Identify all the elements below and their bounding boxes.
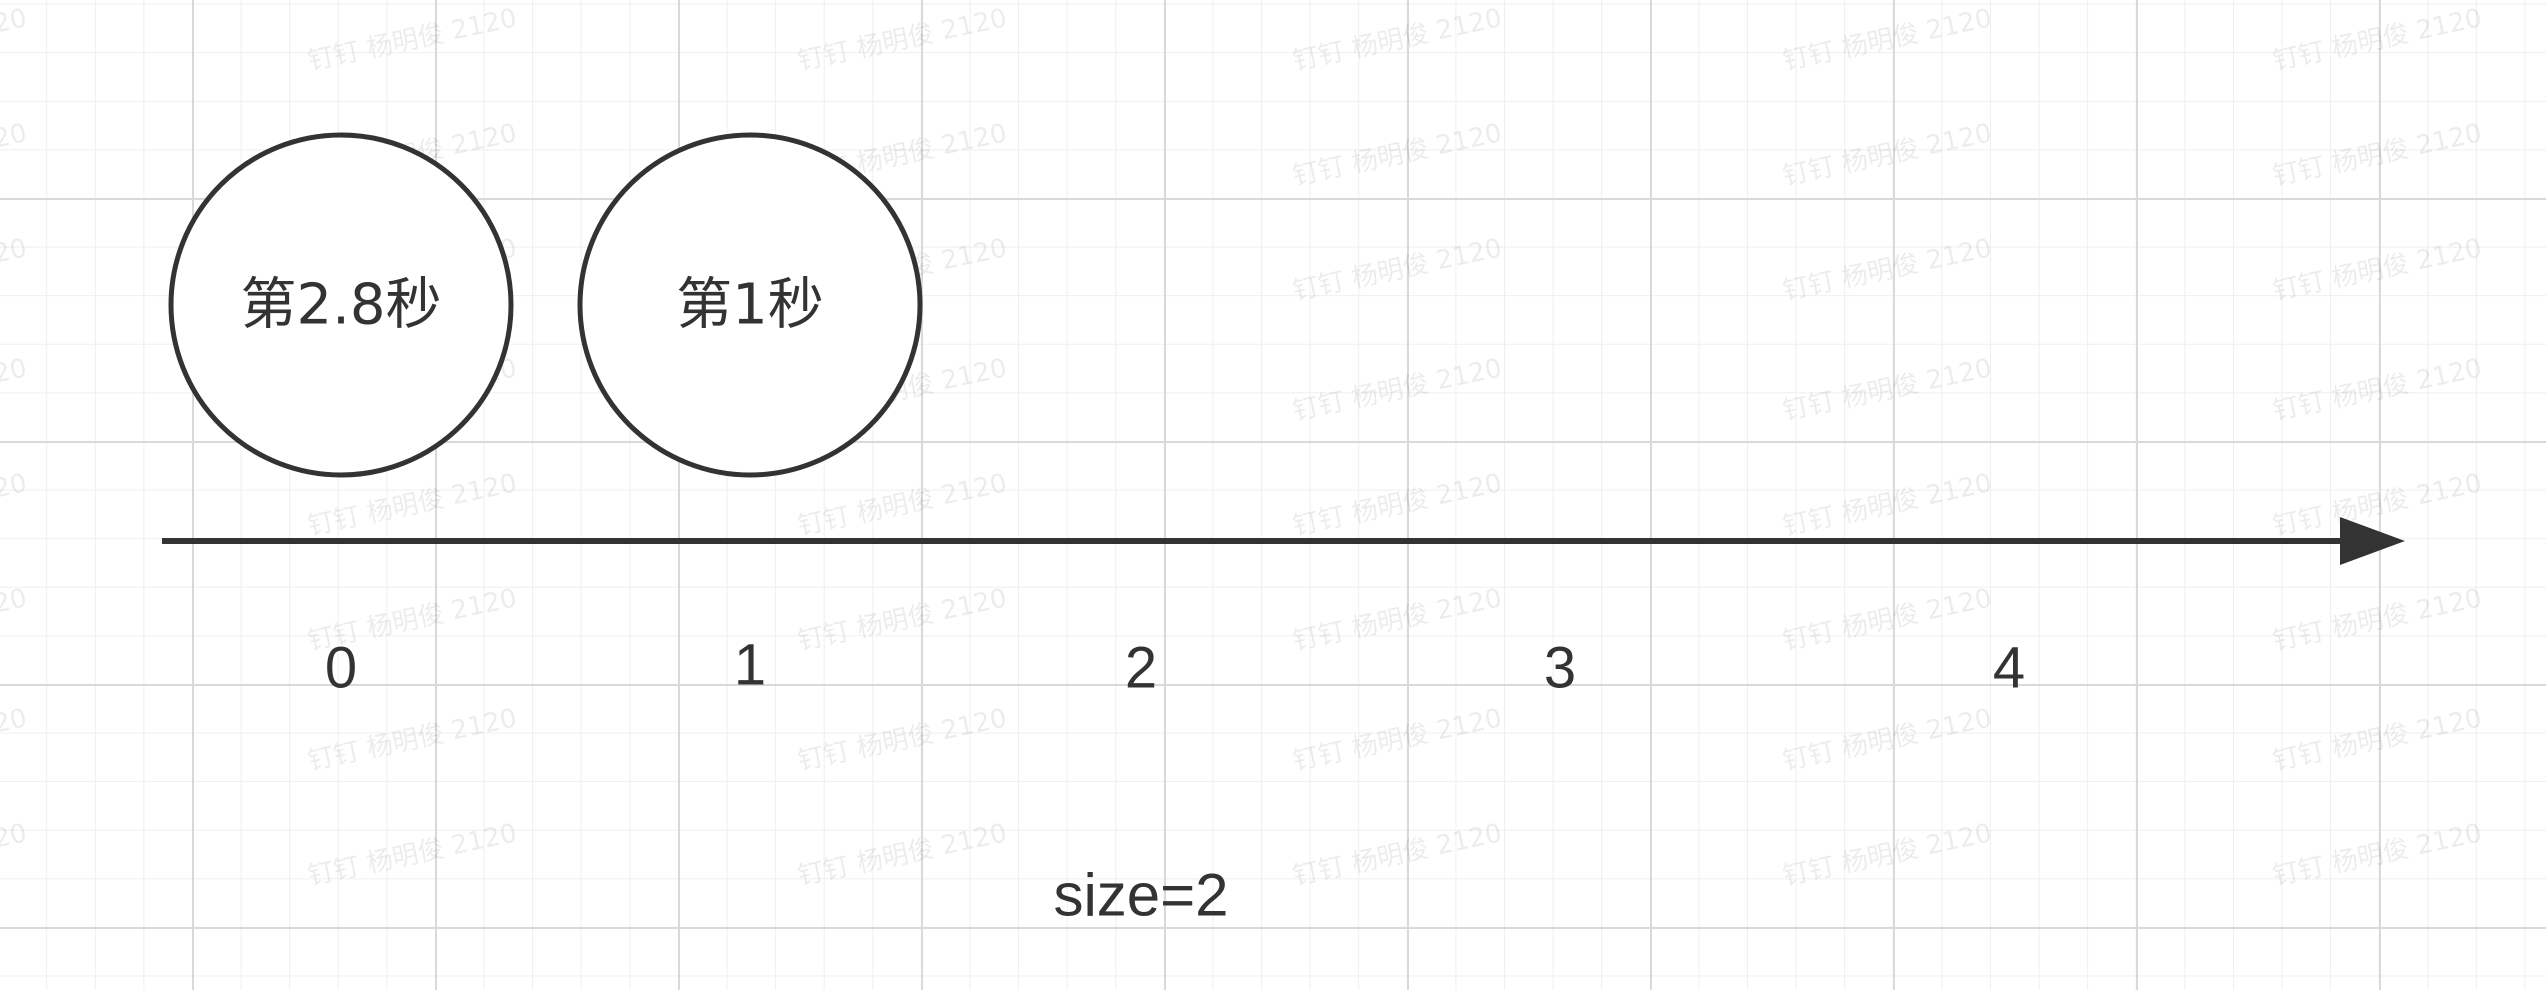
watermark-text: 钉钉 杨明俊 2120 <box>795 703 1009 777</box>
watermark-text: 钉钉 杨明俊 2120 <box>1780 583 1994 657</box>
watermark-text: 钉钉 杨明俊 2120 <box>2270 703 2484 777</box>
watermark-text: 钉钉 杨明俊 2120 <box>1780 118 1994 192</box>
tick-label-4: 4 <box>1993 636 2025 701</box>
tick-label-2: 2 <box>1125 636 1157 701</box>
watermark-text: 钉钉 杨明俊 2120 <box>2270 3 2484 77</box>
watermark-text: 钉钉 杨明俊 2120 <box>1290 233 1504 307</box>
time-axis <box>162 517 2405 565</box>
watermark-text: 钉钉 杨明俊 2120 <box>305 703 519 777</box>
watermark-text: 钉钉 杨明俊 2120 <box>305 3 519 77</box>
watermark-text: 钉钉 杨明俊 2120 <box>1780 703 1994 777</box>
watermark-text: 钉钉 杨明俊 2120 <box>1780 818 1994 892</box>
watermark-text: 钉钉 杨明俊 2120 <box>795 468 1009 542</box>
watermark-text: 钉钉 杨明俊 2120 <box>0 583 30 657</box>
watermark-text: 钉钉 杨明俊 2120 <box>305 468 519 542</box>
watermark-text: 钉钉 杨明俊 2120 <box>1290 3 1504 77</box>
watermark-text: 钉钉 杨明俊 2120 <box>795 818 1009 892</box>
tick-label-3: 3 <box>1544 636 1576 701</box>
watermark-text: 钉钉 杨明俊 2120 <box>1780 233 1994 307</box>
watermark-text: 钉钉 杨明俊 2120 <box>1290 818 1504 892</box>
node-label-1: 第1秒 <box>676 273 824 338</box>
watermark-text: 钉钉 杨明俊 2120 <box>1290 468 1504 542</box>
watermark-text: 钉钉 杨明俊 2120 <box>0 233 30 307</box>
watermark-text: 钉钉 杨明俊 2120 <box>305 818 519 892</box>
watermark-text: 钉钉 杨明俊 2120 <box>1290 353 1504 427</box>
axis-tick-labels: 0 1 2 3 4 <box>325 633 2025 701</box>
watermark-text: 钉钉 杨明俊 2120 <box>2270 233 2484 307</box>
tick-label-0: 0 <box>325 636 357 701</box>
watermark-text: 钉钉 杨明俊 2120 <box>0 468 30 542</box>
node-circle-0 <box>168 132 514 478</box>
watermark-text: 钉钉 杨明俊 2120 <box>1780 3 1994 77</box>
watermark-text: 钉钉 杨明俊 2120 <box>2270 353 2484 427</box>
node-circle-1 <box>577 132 923 478</box>
watermark-text: 钉钉 杨明俊 2120 <box>1780 468 1994 542</box>
node-label-0: 第2.8秒 <box>240 273 441 338</box>
node-0: 第2.8秒 <box>168 132 514 478</box>
node-1: 第1秒 <box>577 132 923 478</box>
watermark-text: 钉钉 杨明俊 2120 <box>0 703 30 777</box>
axis-arrowhead <box>2340 517 2405 565</box>
watermark-text: 钉钉 杨明俊 2120 <box>2270 818 2484 892</box>
watermark-text: 钉钉 杨明俊 2120 <box>795 583 1009 657</box>
watermark-text: 钉钉 杨明俊 2120 <box>1290 703 1504 777</box>
watermark-text: 钉钉 杨明俊 2120 <box>1290 583 1504 657</box>
watermark-text: 钉钉 杨明俊 2120 <box>795 3 1009 77</box>
watermark-text: 钉钉 杨明俊 2120 <box>0 818 30 892</box>
watermark-text: 钉钉 杨明俊 2120 <box>2270 583 2484 657</box>
watermark-text: 钉钉 杨明俊 2120 <box>1290 118 1504 192</box>
watermark-text: 钉钉 杨明俊 2120 <box>1780 353 1994 427</box>
watermark-text: 钉钉 杨明俊 2120 <box>0 118 30 192</box>
watermark-text: 钉钉 杨明俊 2120 <box>0 3 30 77</box>
tick-label-1: 1 <box>734 633 766 698</box>
size-caption: size=2 <box>1053 862 1228 929</box>
watermark-text: 钉钉 杨明俊 2120 <box>2270 118 2484 192</box>
watermark-text: 钉钉 杨明俊 2120 <box>0 353 30 427</box>
